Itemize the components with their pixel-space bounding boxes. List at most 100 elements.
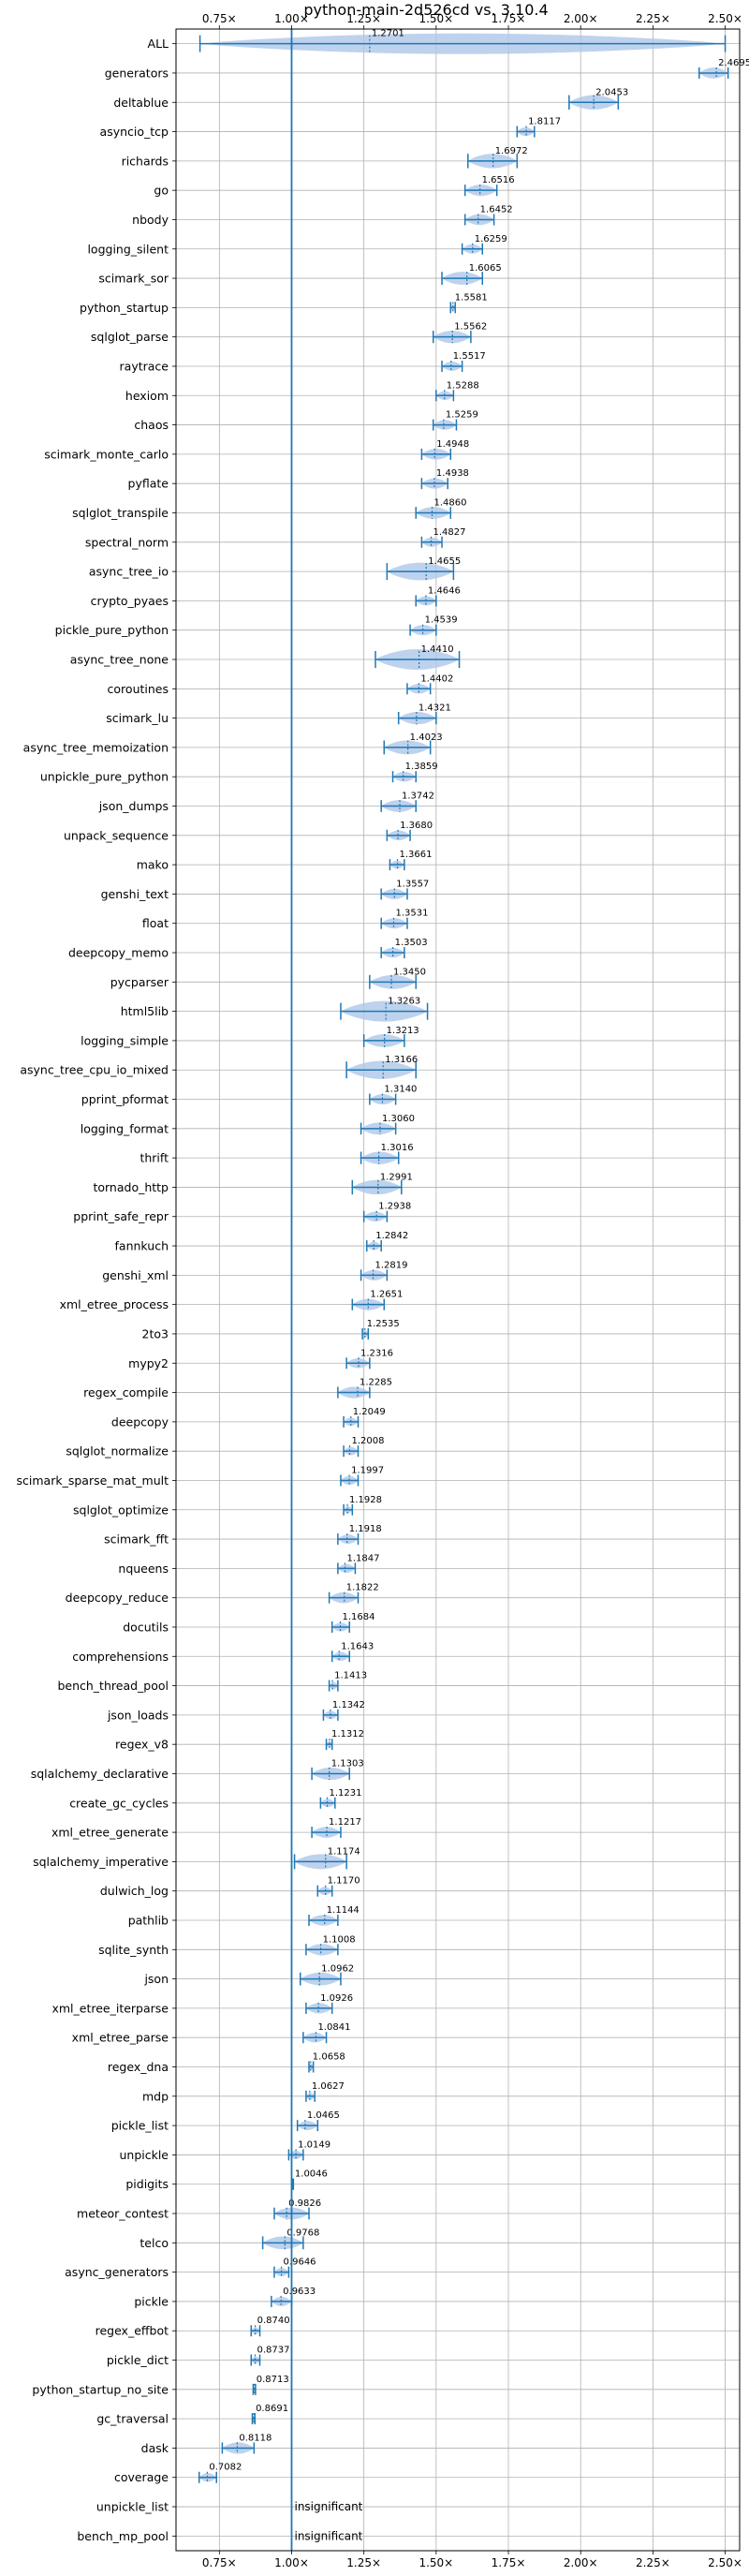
benchmark-row: regex_v8 1.1312 — [115, 1729, 740, 1752]
benchmark-row: pickle 0.9633 — [134, 2287, 740, 2308]
value-label: 1.3503 — [395, 938, 428, 948]
value-label: 1.4938 — [436, 468, 469, 479]
x-tick-label-bottom: 2.00× — [564, 2556, 598, 2569]
category-label: python_startup_no_site — [32, 2382, 169, 2396]
benchmark-row: logging_simple 1.3213 — [81, 1026, 740, 1047]
value-label: 1.1008 — [323, 1934, 356, 1945]
category-label: raytrace — [120, 359, 169, 373]
category-label: unpickle_list — [96, 2500, 169, 2514]
x-axis-ticks: 0.75× 0.75× 1.00× 1.00× 1.25× 1.25× 1.50× 1.50×… — [202, 12, 742, 2569]
benchmark-row: mdp 1.0627 — [142, 2081, 740, 2103]
value-label: 1.2651 — [370, 1290, 403, 1300]
category-label: scimark_sparse_mat_mult — [17, 1473, 169, 1488]
benchmark-row: tornado_http 1.2991 — [93, 1172, 740, 1195]
value-label: 1.3060 — [382, 1114, 415, 1124]
benchmark-row: sqlglot_optimize 1.1928 — [73, 1495, 740, 1517]
benchmark-row: xml_etree_process 1.2651 — [60, 1290, 740, 1311]
benchmark-row: xml_etree_iterparse 1.0926 — [51, 1993, 740, 2015]
benchmark-row: unpickle_pure_python 1.3859 — [40, 762, 740, 784]
rows: ALL 1.2701 generators 2.4695 deltablue 2.0453… — [17, 29, 749, 2543]
category-label: pickle — [134, 2294, 169, 2308]
category-label: scimark_monte_carlo — [44, 447, 169, 461]
benchmark-row: logging_format 1.3060 — [81, 1114, 740, 1135]
category-label: deepcopy_memo — [68, 946, 169, 960]
category-label: logging_simple — [81, 1033, 169, 1047]
value-label: 1.1144 — [327, 1905, 360, 1916]
benchmark-row: genshi_xml 1.2819 — [102, 1260, 740, 1282]
benchmark-row: richards 1.6972 — [122, 146, 740, 169]
x-tick-label-top: 2.00× — [564, 12, 598, 25]
category-label: mypy2 — [128, 1356, 169, 1370]
value-label: 1.1822 — [346, 1583, 379, 1593]
benchmark-row: python_startup 1.5581 — [80, 292, 740, 315]
benchmark-row: async_generators 0.9646 — [65, 2258, 740, 2279]
benchmark-row: float 1.3531 — [142, 909, 740, 930]
value-label: 1.2991 — [380, 1172, 413, 1182]
category-label: python_startup — [80, 301, 169, 315]
value-label: 1.4321 — [419, 703, 451, 714]
category-label: dulwich_log — [100, 1884, 169, 1898]
category-label: xml_etree_iterparse — [51, 2001, 169, 2015]
benchmark-row: docutils 1.1684 — [123, 1612, 740, 1634]
category-label: sqlglot_optimize — [73, 1503, 169, 1517]
value-label: 1.3213 — [387, 1026, 419, 1036]
category-label: sqlglot_parse — [91, 330, 169, 344]
benchmark-row: comprehensions 1.1643 — [72, 1641, 740, 1664]
category-label: coverage — [114, 2470, 169, 2484]
category-label: pidigits — [125, 2177, 169, 2191]
value-label: 1.0627 — [312, 2081, 345, 2092]
value-label: 1.1928 — [349, 1495, 382, 1505]
category-label: deepcopy_reduce — [66, 1591, 169, 1605]
benchmark-row: sqlalchemy_imperative 1.1174 — [33, 1846, 740, 1870]
value-label: 0.8691 — [256, 2404, 288, 2414]
category-label: nbody — [132, 213, 169, 227]
benchmark-row: crypto_pyaes 1.4646 — [91, 585, 740, 608]
value-label: 0.8737 — [257, 2346, 289, 2356]
benchmark-row: async_tree_io 1.4655 — [89, 556, 740, 581]
value-label: 1.6972 — [495, 146, 528, 156]
benchmark-row: logging_silent 1.6259 — [87, 234, 740, 256]
category-label: unpickle — [119, 2148, 169, 2162]
value-label: 0.8713 — [257, 2375, 289, 2385]
benchmark-row: unpack_sequence 1.3680 — [64, 821, 740, 842]
x-tick-label-top: 2.50× — [708, 12, 742, 25]
category-label: docutils — [123, 1620, 169, 1634]
category-label: regex_v8 — [115, 1738, 169, 1752]
value-label: 1.4646 — [428, 585, 461, 596]
value-label: 1.6516 — [482, 175, 515, 185]
benchmark-row: html5lib 1.3263 — [121, 997, 740, 1022]
benchmark-row: scimark_fft 1.1918 — [104, 1524, 740, 1547]
x-tick-label-top: 2.25× — [636, 12, 670, 25]
benchmark-row: mypy2 1.2316 — [128, 1348, 740, 1370]
category-label: bench_mp_pool — [77, 2529, 169, 2543]
value-label: 1.1312 — [331, 1729, 364, 1740]
value-label: 1.3450 — [393, 967, 426, 977]
value-label: 1.1684 — [342, 1612, 374, 1622]
benchmark-row: pickle_dict 0.8737 — [107, 2346, 740, 2367]
benchmark-row: coverage 0.7082 — [114, 2463, 740, 2484]
value-label: 1.2842 — [375, 1231, 408, 1241]
benchmark-row: asyncio_tcp 1.8117 — [100, 117, 740, 139]
x-tick-label-bottom: 2.50× — [708, 2556, 742, 2569]
value-label: 1.4410 — [421, 644, 454, 655]
benchmark-row: pathlib 1.1144 — [128, 1905, 740, 1928]
category-label: scimark_sor — [98, 272, 169, 286]
category-label: logging_silent — [87, 242, 169, 256]
benchmark-row: deepcopy_reduce 1.1822 — [66, 1583, 740, 1605]
category-label: pickle_dict — [107, 2353, 169, 2367]
value-label: 1.0046 — [295, 2169, 328, 2180]
value-label: 2.0453 — [595, 87, 628, 97]
value-label: 1.1847 — [347, 1553, 380, 1563]
value-label: 1.1643 — [341, 1641, 374, 1651]
category-label: pickle_pure_python — [55, 623, 169, 637]
benchmark-row: regex_compile 1.2285 — [83, 1378, 740, 1399]
category-label: sqlglot_normalize — [66, 1444, 169, 1458]
benchmark-row: coroutines 1.4402 — [108, 674, 740, 696]
category-label: crypto_pyaes — [91, 594, 169, 608]
insignificant-label: insignificant — [294, 2529, 362, 2542]
benchmark-row: xml_etree_generate 1.1217 — [51, 1817, 740, 1840]
benchmark-row: python_startup_no_site 0.8713 — [32, 2375, 740, 2396]
value-label: 0.9826 — [288, 2198, 321, 2209]
category-label: scimark_fft — [104, 1532, 169, 1547]
value-label: 1.3263 — [388, 997, 420, 1007]
